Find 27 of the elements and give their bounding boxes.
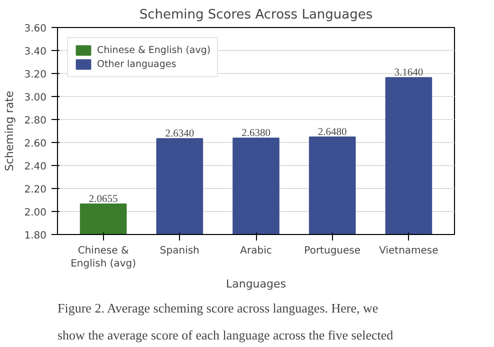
- data-label: 3.1640: [394, 68, 424, 79]
- x-tick-label: Spanish: [160, 246, 200, 256]
- y-tick-label: 3.00: [24, 92, 46, 104]
- y-tick-label: 3.20: [24, 70, 46, 80]
- y-tick-label: 2.20: [24, 184, 46, 196]
- y-tick-label: 1.80: [24, 230, 46, 242]
- data-label: 2.6480: [318, 126, 347, 138]
- legend-label: Chinese & English (avg): [97, 44, 211, 56]
- data-label: 2.6340: [165, 128, 194, 140]
- y-tick-label: 2.00: [24, 208, 46, 218]
- y-tick-label: 3.40: [24, 46, 46, 58]
- x-tick-label: Vietnamese: [379, 246, 438, 256]
- data-label: 2.6380: [242, 128, 270, 140]
- text: show the average score of each language across the five selected: [58, 328, 394, 342]
- y-tick-label: 3.60: [24, 24, 46, 34]
- y-tick-label: 2.80: [24, 116, 46, 126]
- x-tick-label: Arabic: [240, 246, 272, 256]
- y-tick-label: 2.60: [24, 138, 46, 150]
- legend-label: Other languages: [97, 58, 176, 70]
- x-tick-label: Chinese & English (avg): [70, 246, 136, 270]
- y-axis-title: Scheming rate: [3, 90, 16, 172]
- y-tick-label: 2.40: [24, 162, 46, 172]
- chart-title: Scheming Scores Across Languages: [139, 8, 373, 22]
- x-tick-label: Portuguese: [304, 246, 361, 256]
- x-axis-title: Languages: [226, 278, 286, 291]
- caption: Figure 2. Average scheming score across languages. Here, we: [58, 300, 378, 316]
- data-label: 2.0655: [88, 194, 118, 205]
